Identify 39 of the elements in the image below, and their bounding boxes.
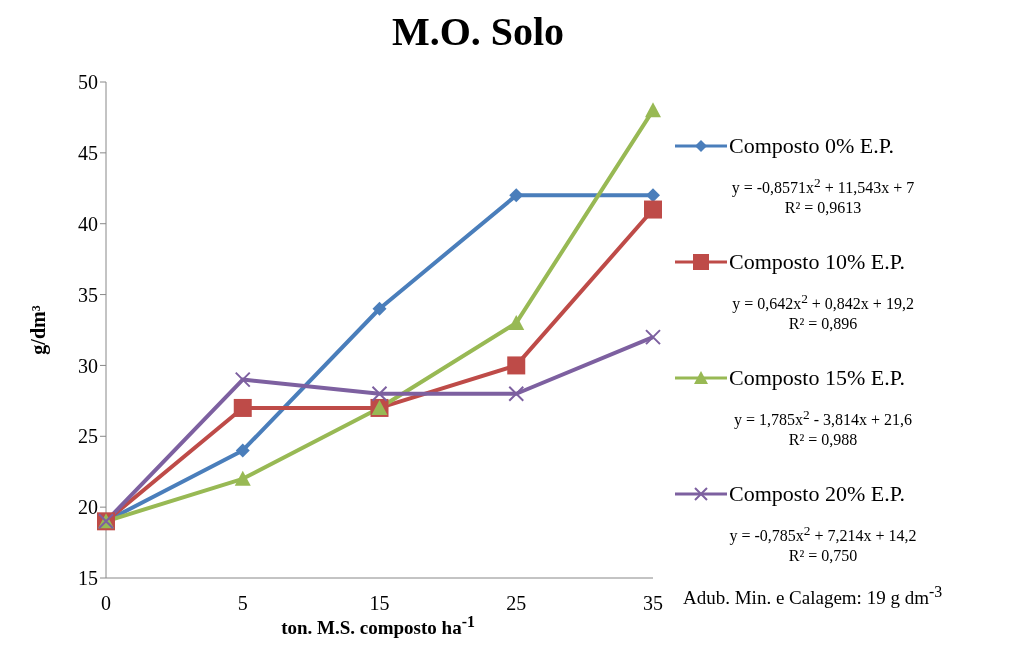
y-tick-label: 35 xyxy=(78,283,98,306)
text: y = -0,8571x$^{2}$ + 11,543x + 7 R² = 0,9613 xyxy=(731,175,915,217)
y-tick-label: 15 xyxy=(78,567,98,590)
text: y = 1,785x$^{2}$ - 3,814x + 21,6 R² = 0,988 xyxy=(733,407,913,449)
x-tick-label: 0 xyxy=(101,592,111,615)
point xyxy=(234,470,251,486)
y-tick-label: 30 xyxy=(78,354,98,377)
point xyxy=(235,443,250,458)
y-tick-label: 20 xyxy=(78,496,98,519)
point xyxy=(234,371,251,388)
point xyxy=(233,398,252,417)
point xyxy=(371,385,388,402)
point xyxy=(645,329,661,346)
text: Adub. Min. e Calagem: 19 g dm$^{-3}$ xyxy=(683,583,943,609)
y-axis-title: g/dm³ xyxy=(26,305,49,355)
y-tick-label: 45 xyxy=(78,141,98,164)
x-tick-label: 25 xyxy=(506,592,527,615)
x-tick-label: 5 xyxy=(237,592,248,615)
y-tick-label: 25 xyxy=(78,425,98,448)
legend-label: Composto 10% E.P. xyxy=(729,249,906,275)
point xyxy=(645,102,661,118)
y-tick-label: 40 xyxy=(78,212,98,235)
legend-label: Composto 15% E.P. xyxy=(729,365,906,391)
point xyxy=(644,200,662,219)
x-tick-label: 35 xyxy=(643,592,663,615)
x-axis-title: ton. M.S. composto ha$^{-1}$ xyxy=(281,613,475,639)
x-tick-label: 15 xyxy=(369,592,390,615)
point xyxy=(646,188,660,203)
y-tick-label: 50 xyxy=(78,71,98,94)
point xyxy=(507,356,526,375)
point xyxy=(372,301,387,316)
legend-label: Composto 0% E.P. xyxy=(729,133,895,159)
point xyxy=(508,385,525,402)
text: y = -0,785x$^{2}$ + 7,214x + 14,2 R² = 0,750 xyxy=(729,523,917,565)
point xyxy=(509,188,524,203)
point xyxy=(508,314,525,330)
chart-title: M.O. Solo xyxy=(390,8,566,55)
text: y = 0,642x$^{2}$ + 0,842x + 19,2 R² = 0,896 xyxy=(732,291,914,333)
legend-label: Composto 20% E.P. xyxy=(729,481,906,507)
